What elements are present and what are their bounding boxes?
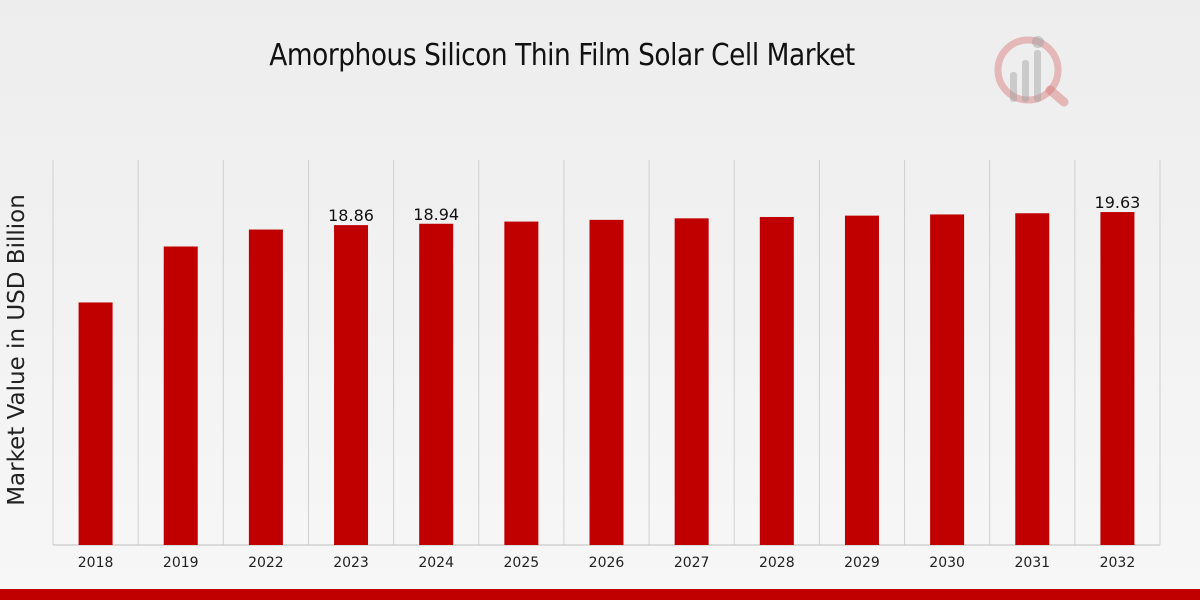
data-label-2024: 18.94 xyxy=(413,205,459,224)
x-tick-label: 2024 xyxy=(418,555,454,571)
bar-2029 xyxy=(844,215,879,546)
x-tick-label: 2022 xyxy=(248,555,284,571)
chart-title: Amorphous Silicon Thin Film Solar Cell M… xyxy=(269,38,855,73)
x-tick-label: 2026 xyxy=(589,555,625,571)
x-tick-label: 2031 xyxy=(1014,555,1050,571)
bar-2023 xyxy=(334,225,369,545)
x-tick-label: 2018 xyxy=(78,555,114,571)
bar-2031 xyxy=(1015,213,1050,546)
bar-2032 xyxy=(1100,212,1135,545)
data-labels: 18.86 18.94 19.63 xyxy=(328,193,1140,225)
footer-bar xyxy=(0,589,1200,600)
x-tick-label: 2029 xyxy=(844,555,880,571)
x-tick-label: 2023 xyxy=(333,555,369,571)
data-label-2023: 18.86 xyxy=(328,206,374,225)
x-tick-label: 2028 xyxy=(759,555,795,571)
bar-2024 xyxy=(419,223,454,545)
bar-2026 xyxy=(589,219,624,545)
bar-2018 xyxy=(78,302,113,545)
x-tick-label: 2032 xyxy=(1100,555,1136,571)
x-tick-label: 2027 xyxy=(674,555,710,571)
bar-2028 xyxy=(759,216,794,545)
x-tick-label: 2019 xyxy=(163,555,199,571)
bar-2019 xyxy=(163,246,198,545)
bars xyxy=(78,212,1135,546)
x-tick-label: 2030 xyxy=(929,555,965,571)
bar-2025 xyxy=(504,221,539,545)
x-tick-labels: 2018 2019 2022 2023 2024 2025 2026 2027 2028 2029… xyxy=(78,555,1135,571)
x-tick-label: 2025 xyxy=(504,555,540,571)
data-label-2032: 19.63 xyxy=(1095,193,1141,212)
bar-2022 xyxy=(248,229,283,545)
brand-logo-icon xyxy=(994,36,1069,107)
bar-2030 xyxy=(930,214,965,545)
bar-2027 xyxy=(674,218,709,545)
grid-lines xyxy=(52,160,1161,545)
